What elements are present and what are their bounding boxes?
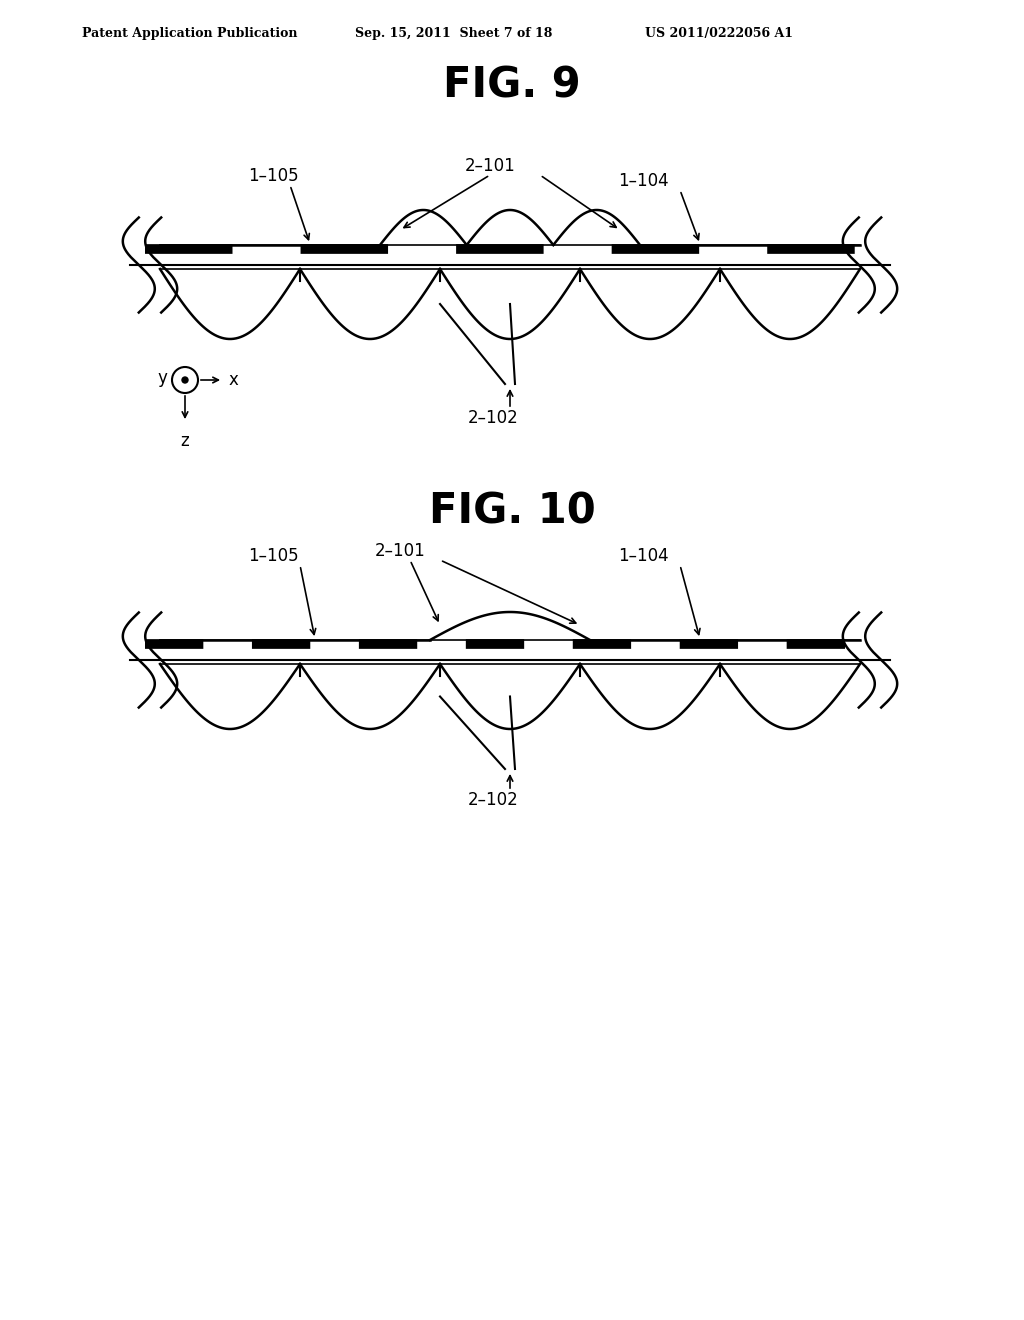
Text: FIG. 10: FIG. 10 — [429, 490, 595, 532]
Text: Patent Application Publication: Patent Application Publication — [82, 26, 298, 40]
Text: 1–105: 1–105 — [248, 168, 299, 185]
Text: 2–102: 2–102 — [468, 409, 519, 426]
Text: 2–102: 2–102 — [468, 791, 519, 809]
Text: Sep. 15, 2011  Sheet 7 of 18: Sep. 15, 2011 Sheet 7 of 18 — [355, 26, 552, 40]
Text: 2–101: 2–101 — [465, 157, 516, 176]
Text: x: x — [229, 371, 239, 389]
Circle shape — [182, 378, 188, 383]
Text: z: z — [180, 432, 189, 450]
Text: y: y — [157, 370, 167, 387]
Text: 1–105: 1–105 — [248, 546, 299, 565]
Text: US 2011/0222056 A1: US 2011/0222056 A1 — [645, 26, 793, 40]
Text: 1–104: 1–104 — [618, 546, 669, 565]
Text: 1–104: 1–104 — [618, 172, 669, 190]
Text: FIG. 9: FIG. 9 — [443, 65, 581, 107]
Text: 2–101: 2–101 — [375, 543, 426, 560]
